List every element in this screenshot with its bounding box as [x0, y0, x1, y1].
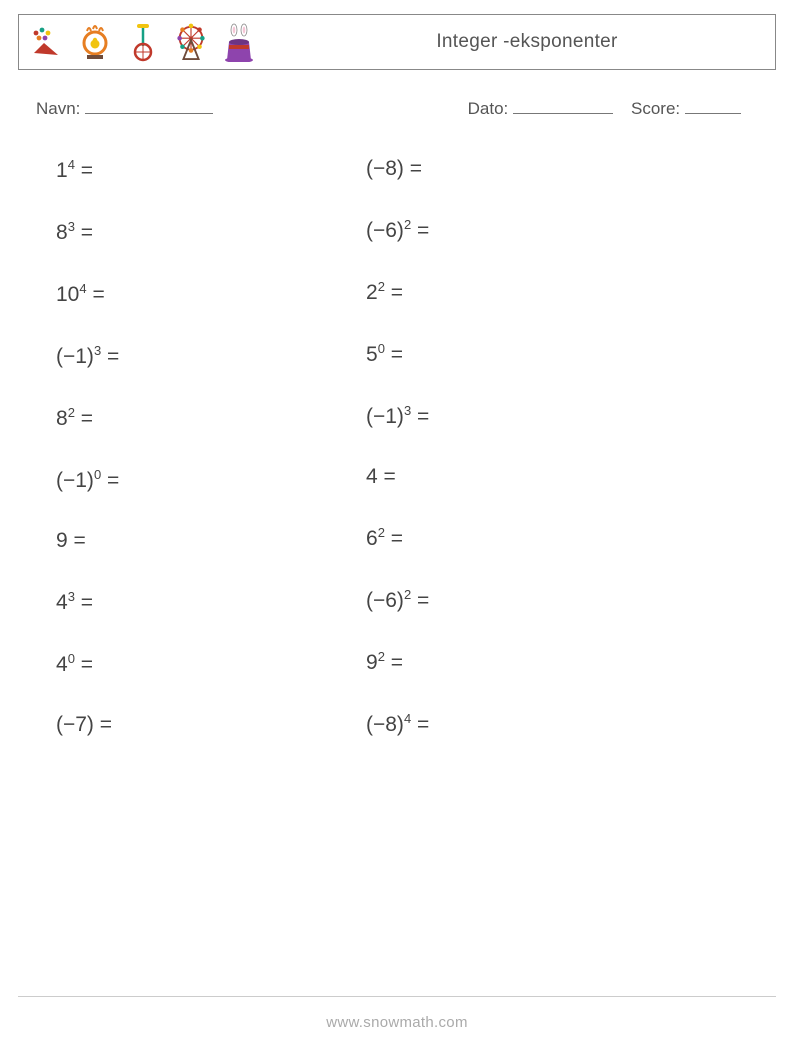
name-field: Navn: [18, 98, 458, 119]
problem: 104 = [56, 281, 366, 307]
problem: 40 = [56, 651, 366, 677]
meta-row: Navn: Dato: Score: [18, 98, 776, 119]
problem: 22 = [366, 279, 676, 305]
ferris-wheel-icon [173, 22, 209, 62]
problem: 4 = [366, 465, 676, 489]
problem: (−1)0 = [56, 467, 366, 493]
score-label: Score: [631, 99, 680, 118]
problem: 9 = [56, 529, 366, 553]
problem: 82 = [56, 405, 366, 431]
problem: (−1)3 = [366, 403, 676, 429]
problem: (−7) = [56, 713, 366, 737]
problem: 43 = [56, 589, 366, 615]
name-blank[interactable] [85, 98, 213, 114]
problem: 14 = [56, 157, 366, 183]
worksheet-page: Integer -eksponenter Navn: Dato: Score: … [0, 0, 794, 1053]
problem: 50 = [366, 341, 676, 367]
problem: 62 = [366, 525, 676, 551]
problems-area: 14 =83 =104 =(−1)3 =82 =(−1)0 =9 =43 =40… [18, 157, 776, 737]
footer-text: www.snowmath.com [0, 1014, 794, 1031]
problem: (−1)3 = [56, 343, 366, 369]
problem: (−8)4 = [366, 711, 676, 737]
fire-ring-icon [77, 22, 113, 62]
problem: 92 = [366, 649, 676, 675]
unicycle-icon [125, 22, 161, 62]
problem: (−6)2 = [366, 587, 676, 613]
header-box: Integer -eksponenter [18, 14, 776, 70]
problem: (−8) = [366, 157, 676, 181]
name-label: Navn: [36, 99, 80, 118]
score-field: Score: [631, 98, 741, 119]
date-blank[interactable] [513, 98, 613, 114]
problem: (−6)2 = [366, 217, 676, 243]
date-field: Dato: [468, 98, 613, 119]
problem: 83 = [56, 219, 366, 245]
score-blank[interactable] [685, 98, 741, 114]
problems-column-right: (−8) = (−6)2 = 22 = 50 = (−1)3 = 4 = 62 = (−6)2… [366, 157, 676, 737]
problems-column-left: 14 = 83 = 104 = (−1)3 = 82 = (−1)0 = 9 = 43 = 40… [56, 157, 366, 737]
header-icons [29, 22, 257, 62]
juggling-icon [29, 22, 65, 62]
date-label: Dato: [468, 99, 509, 118]
footer-divider [18, 996, 776, 997]
magic-hat-icon [221, 22, 257, 62]
